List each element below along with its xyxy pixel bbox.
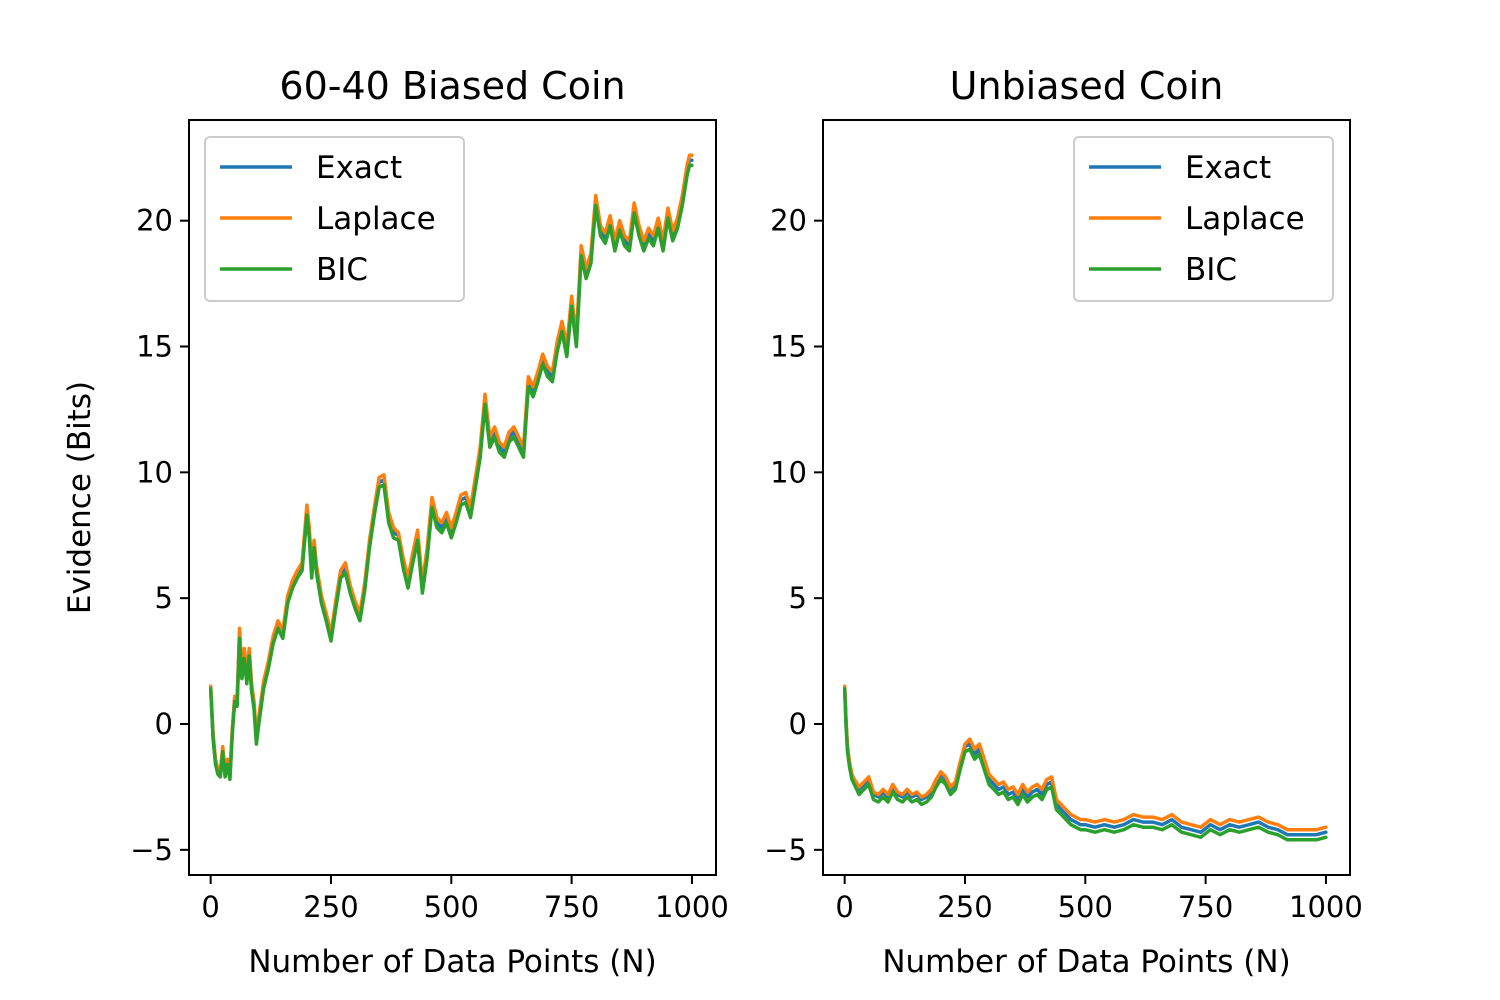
x-tick-label: 250 xyxy=(303,890,358,924)
series-line-bic xyxy=(842,687,1328,842)
y-tick-label: 10 xyxy=(770,455,807,489)
legend-label-laplace: Laplace xyxy=(316,201,436,237)
legend-label-laplace: Laplace xyxy=(1185,201,1305,237)
y-tick-label: 5 xyxy=(789,581,807,615)
chart-title: 60-40 Biased Coin xyxy=(279,64,625,108)
y-tick-label: −5 xyxy=(130,833,173,867)
x-axis-label: Number of Data Points (N) xyxy=(882,944,1290,980)
series-line-bic xyxy=(208,163,694,782)
y-axis-label: Evidence (Bits) xyxy=(62,381,98,614)
plot-frame xyxy=(188,119,717,876)
chart-panel-unbiased: 0 250 500 750 1000 −5 0 5 10 15 20 Unbiased Coin N… xyxy=(764,64,1363,980)
legend-box xyxy=(1073,136,1334,302)
x-tick-label: 1000 xyxy=(1289,890,1363,924)
x-tick-label: 0 xyxy=(835,890,853,924)
y-tick-label: 5 xyxy=(155,581,173,615)
legend-label-bic: BIC xyxy=(316,252,368,288)
y-tick-label: 0 xyxy=(789,707,807,741)
x-tick-label: 250 xyxy=(937,890,992,924)
series-line-laplace xyxy=(842,684,1328,832)
legend-box xyxy=(204,136,465,302)
chart-panel-biased: 0 250 500 750 1000 −5 0 5 10 15 20 60-40 Biased Co… xyxy=(62,64,729,980)
x-tick-label: 0 xyxy=(201,890,219,924)
y-tick-label: 20 xyxy=(136,204,173,238)
x-axis-label: Number of Data Points (N) xyxy=(248,944,656,980)
legend: Exact Laplace BIC xyxy=(1073,136,1334,302)
y-tick-label: 0 xyxy=(155,707,173,741)
chart-title: Unbiased Coin xyxy=(950,64,1224,108)
plot-frame xyxy=(822,119,1351,876)
y-tick-label: 15 xyxy=(770,330,807,364)
y-tick-label: −5 xyxy=(764,833,807,867)
y-tick-label: 15 xyxy=(136,330,173,364)
x-tick-label: 500 xyxy=(424,890,479,924)
legend-label-exact: Exact xyxy=(1185,150,1271,186)
x-tick-label: 750 xyxy=(1178,890,1233,924)
x-tick-label: 750 xyxy=(544,890,599,924)
y-tick-label: 10 xyxy=(136,455,173,489)
legend-label-exact: Exact xyxy=(316,150,402,186)
x-tick-label: 500 xyxy=(1058,890,1113,924)
legend-label-bic: BIC xyxy=(1185,252,1237,288)
x-tick-label: 1000 xyxy=(655,890,729,924)
y-tick-label: 20 xyxy=(770,204,807,238)
legend: Exact Laplace BIC xyxy=(204,136,465,302)
